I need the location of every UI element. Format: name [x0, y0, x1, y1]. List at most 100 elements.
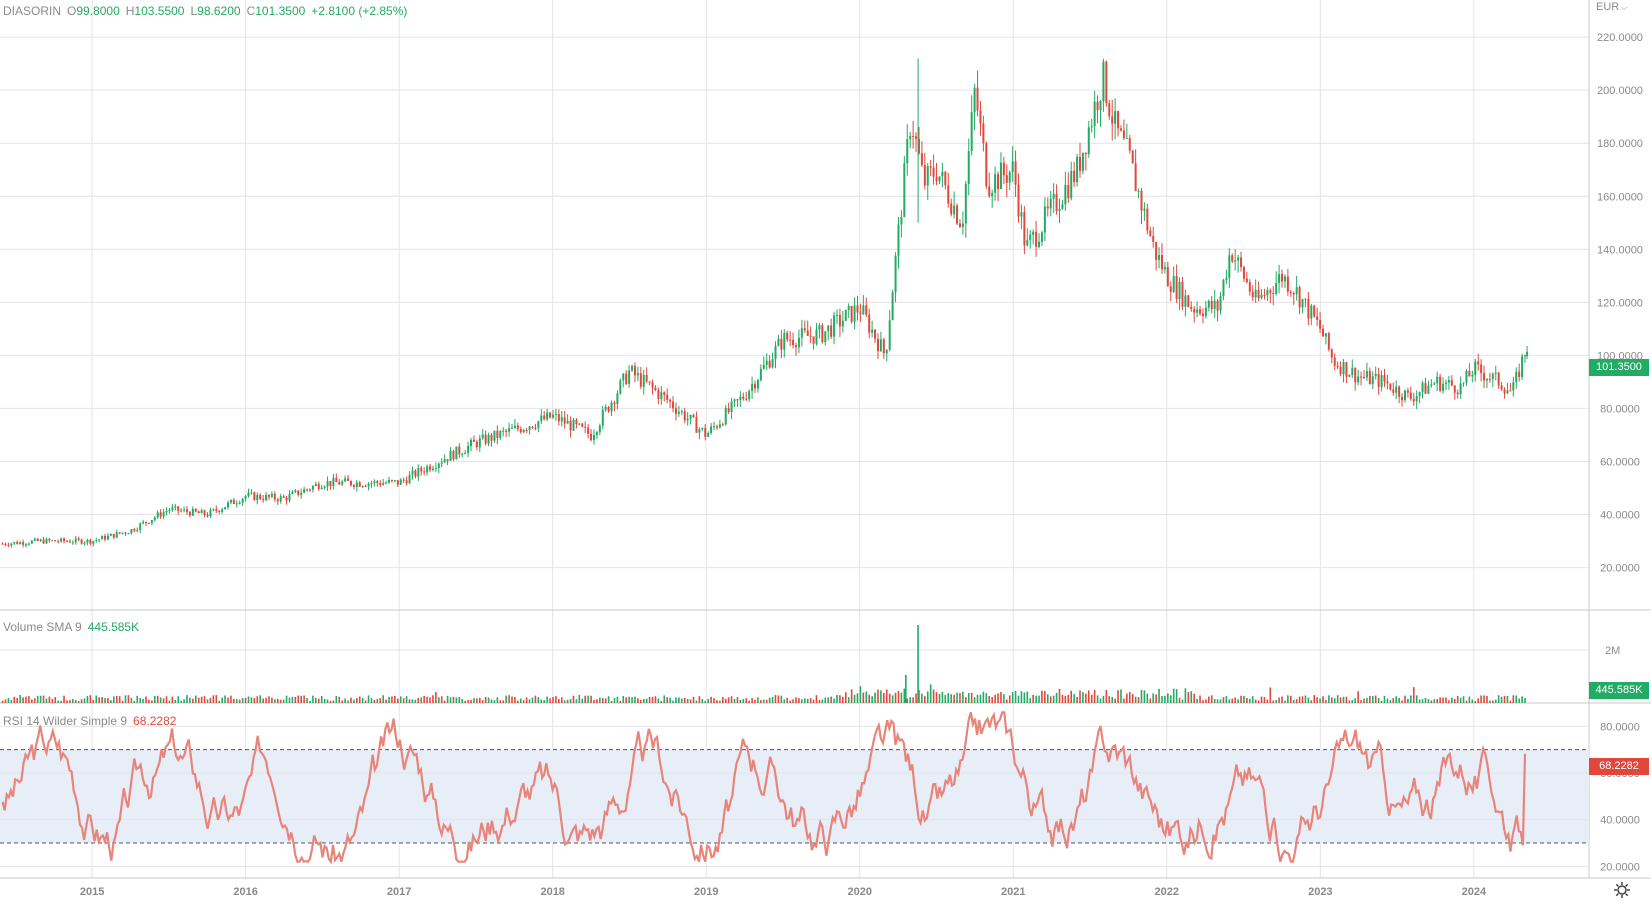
- candle-body: [1313, 305, 1316, 317]
- volume-bar: [607, 696, 610, 703]
- candle-body: [1327, 333, 1330, 350]
- volume-bar: [449, 697, 452, 703]
- candle-body: [1360, 376, 1363, 378]
- volume-bar: [1313, 695, 1316, 703]
- candle-body: [188, 512, 191, 516]
- volume-bar: [976, 694, 979, 703]
- candle-body: [1111, 116, 1114, 124]
- candle-body: [1357, 376, 1360, 383]
- candle-body: [756, 380, 759, 389]
- candle-body: [1339, 366, 1342, 375]
- candle-body: [903, 163, 906, 217]
- volume-bar: [909, 697, 911, 703]
- volume-legend-label: Volume SMA 9: [3, 620, 82, 634]
- candle-body: [666, 394, 669, 400]
- candle-body: [1433, 383, 1436, 385]
- volume-bar: [69, 700, 71, 703]
- candle-body: [147, 522, 150, 524]
- x-tick-label: 2018: [540, 886, 564, 898]
- volume-bar: [836, 695, 838, 703]
- volume-bar: [1064, 695, 1067, 703]
- volume-bar: [1395, 696, 1398, 703]
- volume-bar: [60, 700, 62, 703]
- candle-body: [912, 135, 915, 137]
- volume-bar: [581, 698, 584, 703]
- volume-bar: [844, 692, 847, 703]
- candle-body: [622, 373, 625, 381]
- candle-body: [440, 462, 443, 464]
- candle-body: [748, 391, 751, 400]
- candle-body: [710, 426, 713, 434]
- volume-bar: [1328, 695, 1330, 703]
- gear-icon[interactable]: [1612, 880, 1632, 900]
- candle-body: [1134, 163, 1137, 192]
- volume-bar: [159, 697, 162, 703]
- candle-body: [616, 393, 619, 404]
- volume-bar: [1082, 692, 1084, 703]
- volume-bar: [1363, 698, 1365, 703]
- candle-body: [534, 427, 537, 429]
- candle-body: [754, 384, 757, 389]
- candle-body: [551, 414, 554, 418]
- volume-legend: Volume SMA 9 445.585K: [3, 620, 145, 634]
- candle-body: [803, 328, 806, 331]
- volume-bar: [540, 699, 543, 703]
- volume-bar: [900, 692, 903, 703]
- volume-bar: [66, 700, 68, 703]
- high-label: H: [125, 4, 135, 18]
- candle-body: [1035, 231, 1038, 247]
- candle-body: [4, 543, 7, 545]
- volume-bar: [303, 695, 305, 703]
- volume-bar: [924, 696, 926, 703]
- candle-body: [317, 483, 320, 489]
- candle-body: [587, 427, 590, 434]
- volume-bar: [1035, 695, 1037, 703]
- candle-body: [1043, 206, 1046, 233]
- currency-selector[interactable]: EUR ⌵: [1596, 1, 1627, 13]
- volume-bar: [1067, 694, 1070, 703]
- volume-bar: [1377, 697, 1380, 703]
- volume-bar: [847, 697, 850, 703]
- volume-bar: [599, 697, 601, 703]
- candle-body: [876, 338, 879, 352]
- volume-bar: [1061, 694, 1064, 703]
- candle-body: [1190, 306, 1193, 310]
- volume-bar: [177, 696, 180, 703]
- candle-body: [818, 325, 821, 330]
- volume-bar: [174, 699, 177, 703]
- volume-bar: [1509, 700, 1512, 703]
- candle-body: [1196, 309, 1199, 313]
- volume-bar: [1451, 697, 1453, 703]
- volume-bar: [1512, 695, 1515, 703]
- volume-bar: [238, 699, 241, 703]
- volume-bar: [133, 700, 136, 703]
- candle-body: [508, 428, 511, 432]
- volume-bar: [921, 693, 923, 703]
- volume-bar: [63, 695, 65, 703]
- volume-bar: [1442, 697, 1444, 703]
- candle-body: [191, 508, 194, 516]
- candle-body: [546, 412, 549, 420]
- candle-body: [1442, 383, 1445, 391]
- candle-body: [250, 492, 253, 494]
- candle-body: [1403, 390, 1406, 401]
- price-tick-label: 160.0000: [1597, 191, 1643, 203]
- candle-body: [1166, 267, 1169, 287]
- candle-body: [853, 305, 856, 322]
- candle-body: [888, 320, 891, 350]
- volume-bar: [356, 698, 358, 703]
- volume-bar: [353, 699, 355, 703]
- candle-body: [1149, 230, 1152, 237]
- candle-body: [139, 523, 142, 530]
- volume-bar: [74, 700, 77, 703]
- volume-bar: [1140, 689, 1143, 703]
- volume-bar: [917, 625, 919, 703]
- volume-bar: [1266, 699, 1269, 703]
- candle-body: [689, 414, 692, 419]
- candle-body: [1298, 287, 1301, 308]
- candle-body: [704, 428, 707, 437]
- volume-bar: [1433, 699, 1436, 703]
- volume-bar: [227, 697, 229, 703]
